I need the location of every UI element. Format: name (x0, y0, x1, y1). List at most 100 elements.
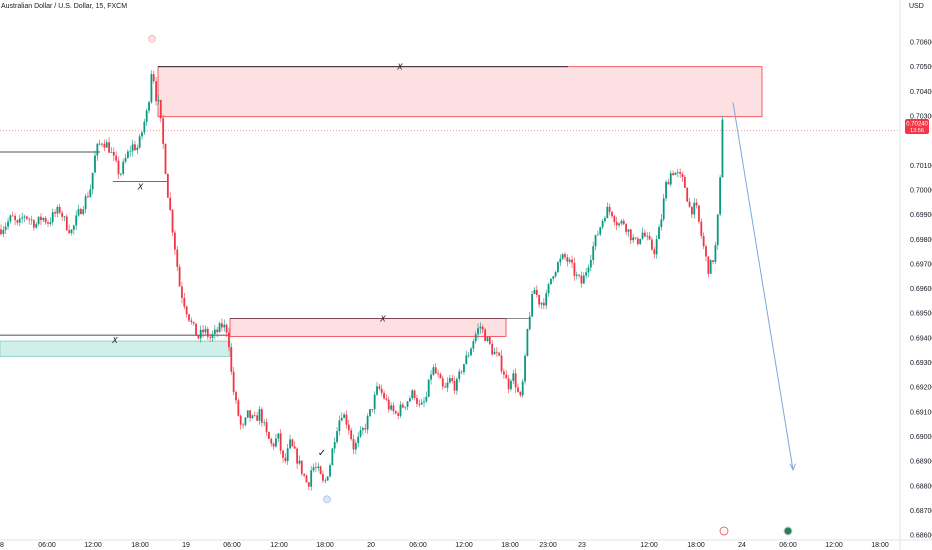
candle-body (359, 430, 362, 437)
candle-body (451, 378, 454, 382)
candle-body (559, 258, 562, 263)
candle-body (651, 239, 653, 250)
supply-zone-1[interactable] (229, 318, 507, 337)
candle-body (51, 212, 54, 223)
candle-body (176, 249, 179, 267)
candle-body (105, 142, 108, 148)
candle-body (641, 232, 644, 239)
candle-body (7, 221, 9, 227)
candle-body (37, 216, 40, 225)
candle-body (183, 297, 186, 307)
candle-body (383, 392, 385, 399)
candle-body (324, 480, 327, 482)
candle-body (289, 439, 291, 449)
candle-body (213, 329, 216, 334)
candle-body (260, 409, 263, 423)
candle-body (709, 260, 712, 274)
candle-body (573, 262, 576, 276)
candle-body (629, 229, 632, 241)
candle-body (268, 432, 270, 439)
supply-zone-0[interactable] (157, 66, 763, 118)
demand-zone-2[interactable] (0, 340, 231, 357)
candle-body (122, 161, 125, 174)
candle-body (129, 151, 132, 153)
candle-body (58, 206, 61, 213)
candle-body (157, 99, 160, 102)
time-axis[interactable]: 8 06:00 12:00 18:00 19 06:00 12:00 18:00 20 06:00… (0, 542, 889, 549)
candle-body (467, 355, 470, 357)
candle-body (319, 466, 322, 475)
candle-body (597, 234, 599, 236)
time-tick: 18:00 (687, 542, 705, 549)
candle-body (44, 217, 47, 223)
time-tick: 18:00 (871, 542, 889, 549)
candle-body (517, 387, 519, 393)
candle-body (481, 326, 484, 330)
candle-body (545, 293, 548, 306)
candle-body (416, 398, 418, 404)
candle-body (503, 371, 505, 375)
zone-label-1: X (379, 315, 386, 324)
candle-body (75, 215, 78, 226)
candle-body (33, 220, 35, 228)
candle-body (571, 259, 573, 263)
candle-body (357, 436, 360, 444)
candle-body (463, 364, 465, 373)
candle-body (223, 324, 226, 328)
candle-body (286, 448, 289, 462)
candle-body (568, 259, 571, 262)
pivot-high-marker[interactable] (148, 35, 156, 43)
candle-body (136, 147, 139, 151)
candle-body (80, 208, 82, 215)
time-tick: 06:00 (223, 542, 241, 549)
candle-body (554, 272, 557, 277)
candle-body (707, 256, 710, 274)
candle-body (185, 306, 188, 315)
candle-body (315, 467, 317, 469)
candle-body (263, 422, 266, 424)
event-flag-icon[interactable] (719, 526, 729, 536)
candle-body (686, 187, 689, 202)
pivot-low-marker[interactable] (323, 495, 331, 504)
candle-body (387, 399, 390, 410)
candle-body (131, 144, 134, 152)
candle-body (199, 329, 202, 339)
candle-body (550, 278, 552, 285)
candle-body (674, 172, 677, 175)
candle-body (25, 216, 28, 219)
candle-body (538, 294, 541, 305)
candle-body (599, 227, 602, 235)
news-icon[interactable] (783, 526, 793, 536)
projection-arrowhead (789, 463, 796, 471)
candle-body (470, 348, 472, 356)
time-tick: 06:00 (409, 542, 427, 549)
candle-body (232, 371, 235, 393)
candle-body (458, 371, 461, 379)
candle-body (23, 216, 26, 218)
price-badge[interactable]: 0.70240 13:56 (905, 119, 929, 134)
candle-body (275, 438, 277, 447)
candle-body (364, 428, 367, 430)
candle-body (601, 220, 604, 228)
candle-body (282, 450, 284, 458)
candle-body (698, 205, 700, 222)
candle-body (300, 460, 303, 474)
projection-arrow[interactable] (732, 102, 794, 470)
candle-body (171, 209, 174, 233)
candle-body (206, 328, 209, 337)
candle-body (366, 416, 369, 430)
candle-body (411, 390, 414, 399)
candle-body (439, 374, 442, 379)
candle-body (613, 216, 616, 223)
candle-body (700, 221, 703, 236)
candle-body (378, 386, 381, 389)
candle-body (244, 417, 247, 425)
candle-body (251, 415, 254, 419)
candle-body (94, 155, 96, 173)
candle-body (625, 224, 627, 232)
candle-body (444, 386, 447, 388)
